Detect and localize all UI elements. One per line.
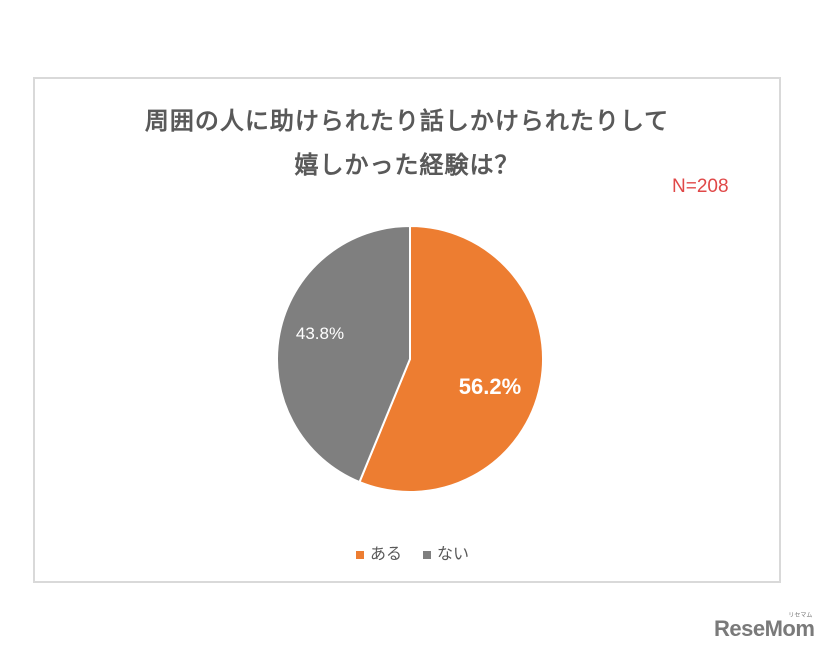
legend-item-nai: ない xyxy=(423,540,469,564)
legend-swatch-nai xyxy=(423,550,432,559)
pie-slice-nai xyxy=(276,224,411,484)
legend-swatch-aru xyxy=(355,550,364,559)
chart-title-line-1: 周囲の人に助けられたり話しかけられたりして xyxy=(144,107,670,135)
slice-label-nai: 43.8% xyxy=(296,324,344,343)
legend-item-aru: ある xyxy=(355,540,402,564)
chart-title-line-2: 嬉しかった経験は？ xyxy=(294,151,520,179)
resemom-logo: ReseMom リセマム xyxy=(714,613,815,641)
slice-label-aru: 56.2% xyxy=(459,374,521,399)
sample-size-label: N=208 xyxy=(672,176,729,197)
chart-legend: ある ない xyxy=(0,540,825,564)
pie-slice-aru xyxy=(358,224,544,493)
